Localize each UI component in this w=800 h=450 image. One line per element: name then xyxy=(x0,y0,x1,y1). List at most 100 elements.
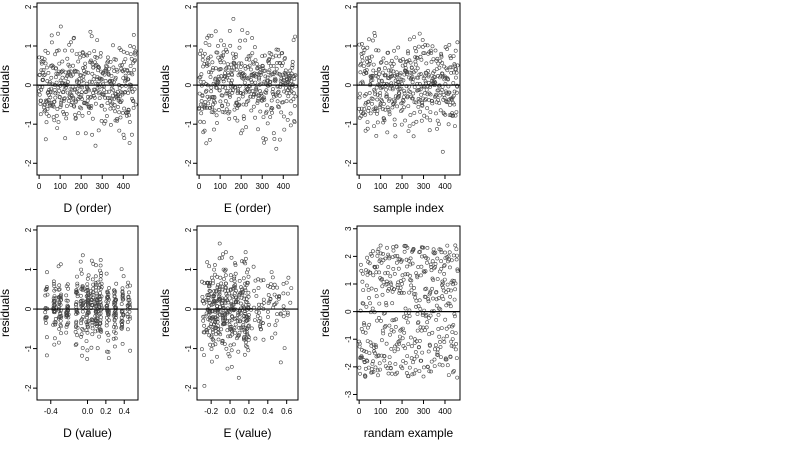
data-point xyxy=(429,268,434,273)
data-point xyxy=(59,103,64,108)
data-point xyxy=(246,274,251,279)
data-point xyxy=(386,252,391,257)
data-point xyxy=(40,85,45,89)
data-point xyxy=(376,48,381,53)
data-point xyxy=(93,309,98,314)
data-point xyxy=(237,45,242,50)
data-point xyxy=(289,79,294,84)
data-point xyxy=(127,120,132,124)
data-point xyxy=(92,95,97,100)
data-point xyxy=(51,115,56,120)
data-point xyxy=(246,98,251,103)
data-point xyxy=(73,329,78,334)
data-point xyxy=(105,289,110,294)
data-point xyxy=(202,51,207,56)
data-point xyxy=(88,95,93,100)
data-point xyxy=(104,68,109,73)
data-point xyxy=(225,91,230,96)
data-point xyxy=(80,326,85,331)
data-point xyxy=(205,293,210,298)
data-point xyxy=(120,293,125,298)
data-point xyxy=(233,330,238,335)
data-point xyxy=(94,318,99,323)
data-point xyxy=(418,249,423,254)
data-point xyxy=(409,71,414,76)
data-point xyxy=(205,260,210,265)
data-point xyxy=(275,71,280,76)
data-point xyxy=(217,88,222,93)
data-point xyxy=(455,267,460,272)
data-point xyxy=(376,315,381,320)
data-point xyxy=(441,297,446,302)
data-point xyxy=(276,89,281,94)
data-point xyxy=(425,260,429,265)
data-point xyxy=(85,324,90,329)
data-point xyxy=(377,72,382,77)
data-point xyxy=(222,43,227,48)
data-point xyxy=(438,307,443,312)
data-point xyxy=(239,287,244,292)
data-point xyxy=(386,254,391,259)
data-point xyxy=(79,106,84,111)
data-point xyxy=(241,303,246,308)
data-point xyxy=(252,288,257,293)
data-point xyxy=(446,259,450,264)
data-point xyxy=(271,285,276,290)
data-point xyxy=(453,347,458,352)
data-point xyxy=(55,72,60,76)
data-point xyxy=(425,106,430,111)
data-point xyxy=(414,304,418,309)
data-point xyxy=(387,97,392,102)
data-point xyxy=(258,67,263,72)
data-point xyxy=(269,98,274,103)
data-point xyxy=(367,91,372,95)
data-point xyxy=(234,288,238,293)
data-point xyxy=(447,324,452,329)
data-point xyxy=(357,365,362,370)
data-point xyxy=(439,55,444,59)
data-point xyxy=(375,109,380,113)
data-point xyxy=(375,120,380,125)
data-point xyxy=(86,70,91,75)
data-point xyxy=(421,374,426,379)
data-point xyxy=(220,312,225,317)
data-point xyxy=(209,359,214,364)
data-point xyxy=(254,62,259,66)
data-point xyxy=(442,263,447,268)
data-point xyxy=(430,44,435,49)
data-point xyxy=(437,362,442,367)
data-point xyxy=(434,290,439,294)
data-point xyxy=(408,273,412,278)
x-tick-label: 200 xyxy=(235,182,249,191)
data-point xyxy=(216,80,221,85)
x-tick-label: 100 xyxy=(374,182,388,191)
data-point xyxy=(386,107,391,112)
data-point xyxy=(282,346,287,351)
data-point xyxy=(406,51,411,56)
data-point xyxy=(417,31,422,36)
data-point xyxy=(58,95,62,99)
data-point xyxy=(215,354,219,359)
data-point xyxy=(97,334,102,339)
data-point xyxy=(358,91,362,96)
data-point xyxy=(121,132,126,137)
data-point xyxy=(274,66,279,71)
data-point xyxy=(450,111,455,116)
y-axis-label: residuals xyxy=(318,289,332,337)
data-point xyxy=(445,68,450,73)
data-point xyxy=(129,56,134,61)
data-point xyxy=(50,40,54,45)
data-point xyxy=(200,54,205,59)
data-point xyxy=(104,271,109,276)
data-point xyxy=(65,90,70,95)
data-point xyxy=(198,79,203,84)
data-point xyxy=(121,312,126,317)
data-point xyxy=(365,255,370,260)
data-point xyxy=(258,320,263,324)
data-point xyxy=(256,127,260,132)
data-point xyxy=(52,303,57,308)
data-point xyxy=(125,51,130,56)
data-point xyxy=(285,118,290,122)
data-point xyxy=(375,318,379,323)
data-point xyxy=(404,72,409,76)
